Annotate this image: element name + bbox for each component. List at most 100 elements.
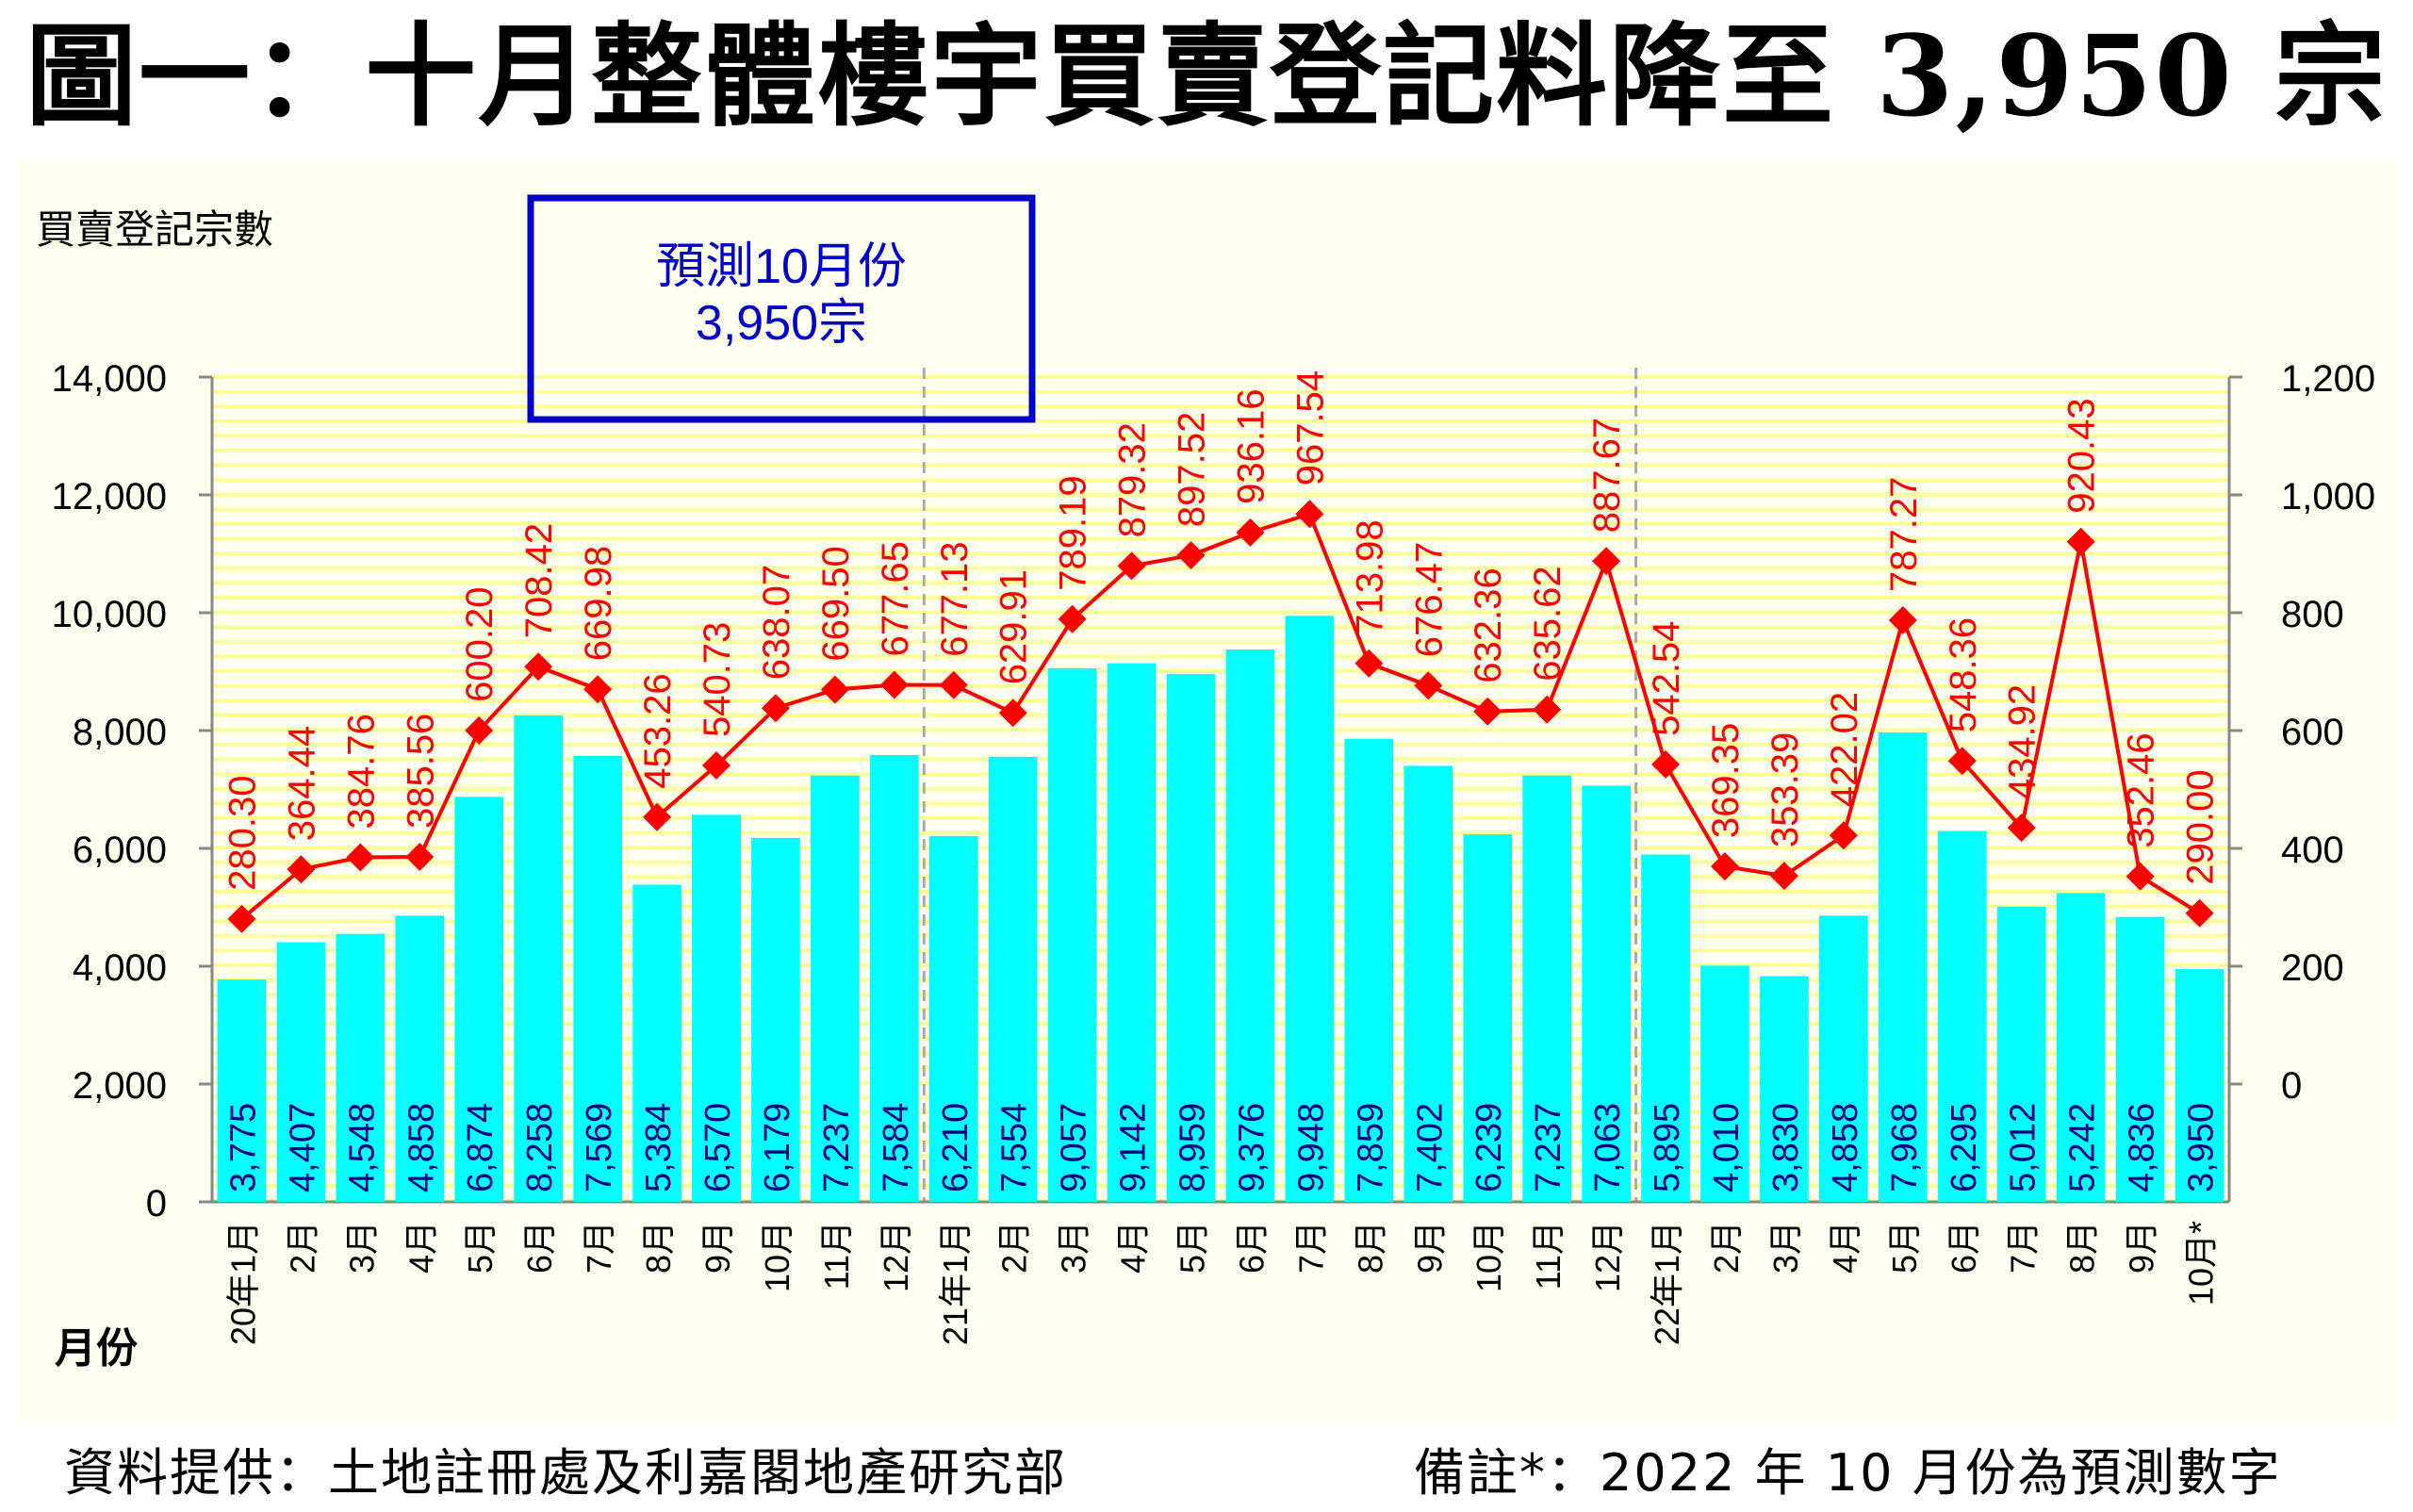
line-value-label: 920.43 (2061, 398, 2103, 513)
line-marker (1829, 821, 1858, 850)
bar-value-label: 6,239 (1469, 1103, 1509, 1192)
y-tick-label-left: 14,000 (52, 358, 167, 400)
bar (1700, 965, 1749, 1202)
line-marker (465, 715, 494, 745)
y-tick-label-right: 400 (2281, 830, 2344, 871)
line-value-label: 897.52 (1172, 412, 1213, 527)
bar-value-label: 7,569 (580, 1103, 619, 1192)
bar-value-label: 6,874 (461, 1103, 501, 1192)
bar (1996, 906, 2046, 1202)
line-value-label: 629.91 (993, 569, 1035, 684)
bar (573, 755, 622, 1202)
line-marker (1236, 518, 1265, 547)
footnote: 備註*：2022 年 10 月份為預測數字 (1414, 1443, 2282, 1503)
bar-value-label: 4,407 (283, 1103, 322, 1192)
line-marker (227, 904, 256, 933)
line-value-label: 669.98 (578, 546, 619, 661)
line-value-label: 422.02 (1824, 692, 1865, 807)
y-tick-label-left: 8,000 (73, 712, 167, 753)
x-tick-label: 3月 (1055, 1221, 1093, 1274)
line-value-label: 290.00 (2180, 769, 2222, 884)
bar (811, 775, 860, 1202)
x-tick-label: 3月 (342, 1221, 381, 1274)
bar-value-label: 7,584 (877, 1103, 916, 1192)
line-marker (524, 652, 553, 682)
line-marker (1117, 551, 1146, 581)
bar-value-label: 4,548 (342, 1103, 382, 1192)
bar-value-label: 6,295 (1945, 1103, 1984, 1192)
bar-value-label: 7,968 (1885, 1103, 1925, 1192)
line-value-label: 787.27 (1883, 477, 1925, 592)
x-tick-label: 5月 (1885, 1221, 1924, 1274)
line-marker (1176, 541, 1206, 570)
x-tick-label: 4月 (1114, 1221, 1153, 1274)
bar-value-label: 4,836 (2123, 1103, 2162, 1192)
x-tick-label: 4月 (1826, 1221, 1864, 1274)
bar-value-label: 6,179 (758, 1103, 797, 1192)
line-value-label: 434.92 (2002, 684, 2044, 799)
x-tick-label: 11月 (1529, 1221, 1568, 1290)
line-value-label: 453.26 (637, 673, 679, 788)
line-marker (2185, 898, 2214, 928)
bar-value-label: 6,210 (936, 1103, 976, 1192)
line-value-label: 676.47 (1408, 542, 1450, 657)
y-axis-title: 買賣登記宗數 (36, 207, 273, 252)
line-marker (761, 694, 790, 723)
line-marker (702, 751, 730, 781)
bar-value-label: 7,237 (1529, 1103, 1568, 1192)
x-tick-label: 10月 (1469, 1221, 1508, 1292)
bar (2056, 893, 2106, 1202)
bar-value-label: 5,384 (639, 1103, 679, 1192)
bar-value-label: 7,237 (817, 1103, 857, 1192)
line-series (240, 511, 2201, 921)
page-title: 圖一：十月整體樓宇買賣登記料降至 3,950 宗 (25, 10, 2388, 141)
x-tick-label: 6月 (520, 1221, 559, 1274)
line-marker (1711, 852, 1739, 881)
line-value-label: 887.67 (1586, 418, 1628, 533)
bar-value-label: 7,859 (1351, 1103, 1390, 1192)
bar-value-label: 6,570 (698, 1103, 738, 1192)
bar (1107, 663, 1157, 1202)
line-value-label: 540.73 (697, 622, 738, 737)
x-tick-label: 7月 (580, 1221, 618, 1274)
bar-value-label: 4,010 (1707, 1103, 1747, 1192)
bar (1047, 667, 1097, 1202)
line-marker (2007, 814, 2036, 843)
bar (1522, 775, 1571, 1202)
line-value-label: 713.98 (1349, 519, 1390, 634)
chart-svg: 0 2,000 4,000 6,000 8,000 10,000 12,000 14,000 0… (36, 194, 2375, 1372)
line-marker (879, 670, 909, 699)
line-marker (1058, 604, 1087, 633)
line-marker (1769, 862, 1798, 891)
bar-value-label: 9,057 (1055, 1103, 1094, 1192)
line-marker (405, 843, 435, 872)
y-tick-label-right: 800 (2281, 594, 2344, 635)
bar-value-label: 4,858 (402, 1103, 441, 1192)
line-value-label: 369.35 (1705, 723, 1747, 838)
line-value-label: 669.50 (815, 546, 857, 661)
line-value-label: 548.36 (1943, 617, 1984, 732)
bar (1225, 649, 1275, 1202)
x-tick-label: 12月 (877, 1221, 915, 1292)
line-value-label: 632.36 (1468, 567, 1509, 682)
x-tick-label: 5月 (1174, 1221, 1212, 1274)
annotation-line-1: 預測10月份 (656, 239, 907, 294)
x-tick-label: 21年1月 (936, 1221, 975, 1345)
source-note: 資料提供：土地註冊處及利嘉閣地產研究部 (64, 1443, 1067, 1503)
bar-value-label: 7,554 (995, 1103, 1035, 1192)
x-tick-label: 2月 (995, 1221, 1034, 1274)
bar-value-label: 3,950 (2182, 1103, 2222, 1192)
line-marker (1533, 695, 1562, 724)
bar-value-label: 9,142 (1114, 1103, 1154, 1192)
line-marker (820, 675, 849, 704)
x-tick-label: 9月 (1410, 1221, 1449, 1274)
bar-value-label: 5,242 (2063, 1103, 2103, 1192)
bar (395, 915, 445, 1202)
x-tick-label: 12月 (1588, 1221, 1627, 1292)
bar-value-label: 7,402 (1410, 1103, 1450, 1192)
line-marker (1592, 547, 1621, 576)
line-marker (1414, 671, 1443, 700)
line-value-label: 385.56 (400, 714, 441, 829)
y-tick-label-right: 200 (2281, 947, 2344, 989)
line-marker (2126, 862, 2155, 891)
